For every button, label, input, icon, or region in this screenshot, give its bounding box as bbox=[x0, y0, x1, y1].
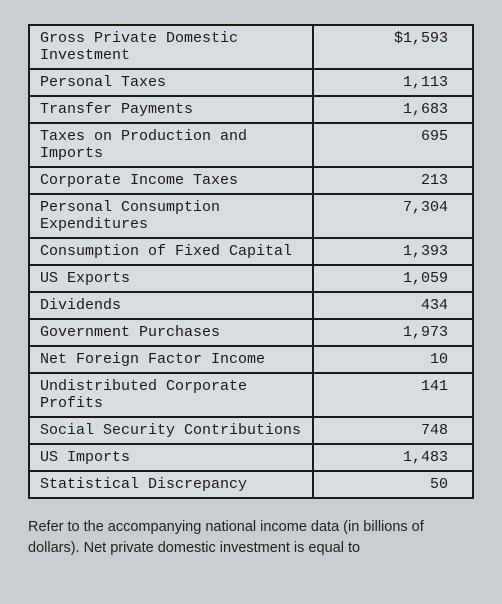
row-value: 10 bbox=[313, 346, 473, 373]
row-value: 7,304 bbox=[313, 194, 473, 238]
table-row: Personal Consumption Expenditures 7,304 bbox=[29, 194, 473, 238]
table-row: Dividends 434 bbox=[29, 292, 473, 319]
row-value: 1,059 bbox=[313, 265, 473, 292]
row-value: 1,393 bbox=[313, 238, 473, 265]
row-label: Dividends bbox=[29, 292, 313, 319]
table-row: US Imports 1,483 bbox=[29, 444, 473, 471]
row-label: US Exports bbox=[29, 265, 313, 292]
table-row: Net Foreign Factor Income 10 bbox=[29, 346, 473, 373]
row-label: Statistical Discrepancy bbox=[29, 471, 313, 498]
income-data-table: Gross Private Domestic Investment $1,593… bbox=[28, 24, 474, 499]
row-value: 50 bbox=[313, 471, 473, 498]
table-row: Undistributed Corporate Profits 141 bbox=[29, 373, 473, 417]
row-value: 141 bbox=[313, 373, 473, 417]
row-label: Corporate Income Taxes bbox=[29, 167, 313, 194]
row-label: Taxes on Production and Imports bbox=[29, 123, 313, 167]
table-body: Gross Private Domestic Investment $1,593… bbox=[29, 25, 473, 498]
row-label: Social Security Contributions bbox=[29, 417, 313, 444]
row-label: Consumption of Fixed Capital bbox=[29, 238, 313, 265]
row-value: 1,113 bbox=[313, 69, 473, 96]
table-row: Statistical Discrepancy 50 bbox=[29, 471, 473, 498]
row-label: Undistributed Corporate Profits bbox=[29, 373, 313, 417]
row-value: 434 bbox=[313, 292, 473, 319]
row-value: 695 bbox=[313, 123, 473, 167]
table-row: Consumption of Fixed Capital 1,393 bbox=[29, 238, 473, 265]
row-label: Gross Private Domestic Investment bbox=[29, 25, 313, 69]
question-caption: Refer to the accompanying national incom… bbox=[28, 517, 474, 559]
table-row: US Exports 1,059 bbox=[29, 265, 473, 292]
row-value: 748 bbox=[313, 417, 473, 444]
table-row: Government Purchases 1,973 bbox=[29, 319, 473, 346]
row-value: 1,483 bbox=[313, 444, 473, 471]
table-row: Personal Taxes 1,113 bbox=[29, 69, 473, 96]
row-label: Net Foreign Factor Income bbox=[29, 346, 313, 373]
table-row: Corporate Income Taxes 213 bbox=[29, 167, 473, 194]
row-label: Personal Taxes bbox=[29, 69, 313, 96]
row-value: $1,593 bbox=[313, 25, 473, 69]
table-row: Transfer Payments 1,683 bbox=[29, 96, 473, 123]
row-label: Personal Consumption Expenditures bbox=[29, 194, 313, 238]
row-label: Government Purchases bbox=[29, 319, 313, 346]
row-value: 1,973 bbox=[313, 319, 473, 346]
table-row: Gross Private Domestic Investment $1,593 bbox=[29, 25, 473, 69]
table-row: Social Security Contributions 748 bbox=[29, 417, 473, 444]
row-value: 213 bbox=[313, 167, 473, 194]
table-row: Taxes on Production and Imports 695 bbox=[29, 123, 473, 167]
row-value: 1,683 bbox=[313, 96, 473, 123]
row-label: US Imports bbox=[29, 444, 313, 471]
row-label: Transfer Payments bbox=[29, 96, 313, 123]
